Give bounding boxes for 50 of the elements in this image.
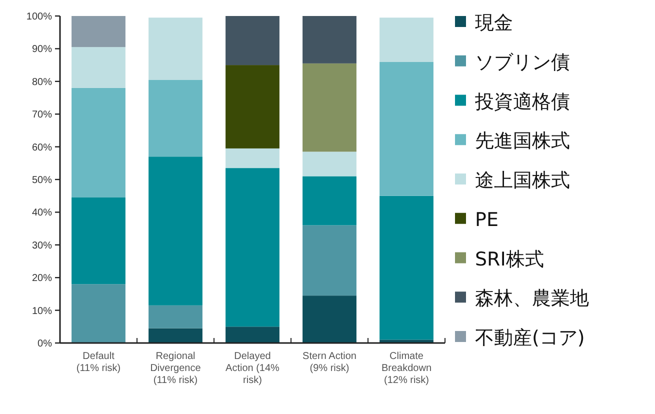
x-tick-label: Regional Divergence (11% risk) xyxy=(150,351,202,386)
bar xyxy=(148,328,202,343)
legend-label: 不動産(コア) xyxy=(475,327,585,349)
bar xyxy=(226,65,280,148)
bar xyxy=(226,16,280,66)
y-tick-label: 30% xyxy=(32,240,52,252)
y-tick-label: 10% xyxy=(32,306,52,317)
y-tick-label: 70% xyxy=(32,110,52,121)
bar xyxy=(72,47,126,88)
bar xyxy=(380,62,434,196)
x-tick-label: Climate Breakdown (12% risk) xyxy=(381,351,432,386)
bar xyxy=(380,18,434,62)
y-tick-label: 20% xyxy=(32,273,52,284)
bar xyxy=(72,16,126,48)
y-tick-label: 40% xyxy=(32,208,52,219)
legend-label: 投資適格債 xyxy=(474,90,570,113)
y-tick-label: 90% xyxy=(32,44,52,56)
x-tick-label: Default (11% risk) xyxy=(76,351,121,374)
bar xyxy=(302,225,356,296)
legend-label: SRI株式 xyxy=(475,248,544,270)
legend-label: PE xyxy=(475,208,498,231)
legend-label: 現金 xyxy=(475,12,513,34)
bar xyxy=(380,196,434,340)
legend-label: ソブリン債 xyxy=(475,51,570,74)
bar xyxy=(302,63,356,152)
y-tick-label: 0% xyxy=(38,338,52,350)
y-tick-label: 80% xyxy=(32,76,52,88)
bar xyxy=(302,176,356,226)
bar xyxy=(226,168,280,327)
x-tick-label: Stern Action (9% risk) xyxy=(302,351,356,374)
bar xyxy=(72,197,126,284)
bar xyxy=(148,305,202,328)
bar xyxy=(380,340,434,343)
bar xyxy=(148,156,202,306)
legend-label: 森林、農業地 xyxy=(475,288,589,310)
legend-label: 先進国株式 xyxy=(475,130,570,152)
x-tick-label: Delayed Action (14% risk) xyxy=(226,351,280,386)
bar xyxy=(226,326,280,343)
bar xyxy=(302,152,356,176)
y-tick-label: 60% xyxy=(32,142,52,154)
bar xyxy=(302,16,356,64)
bar xyxy=(302,296,356,343)
bar xyxy=(148,18,202,80)
bar xyxy=(226,148,280,168)
y-tick-label: 50% xyxy=(32,175,52,186)
y-tick-label: 100% xyxy=(26,12,52,22)
legend-label: 途上国株式 xyxy=(475,170,570,192)
bar xyxy=(72,88,126,198)
bar xyxy=(148,80,202,157)
bar xyxy=(72,284,126,343)
